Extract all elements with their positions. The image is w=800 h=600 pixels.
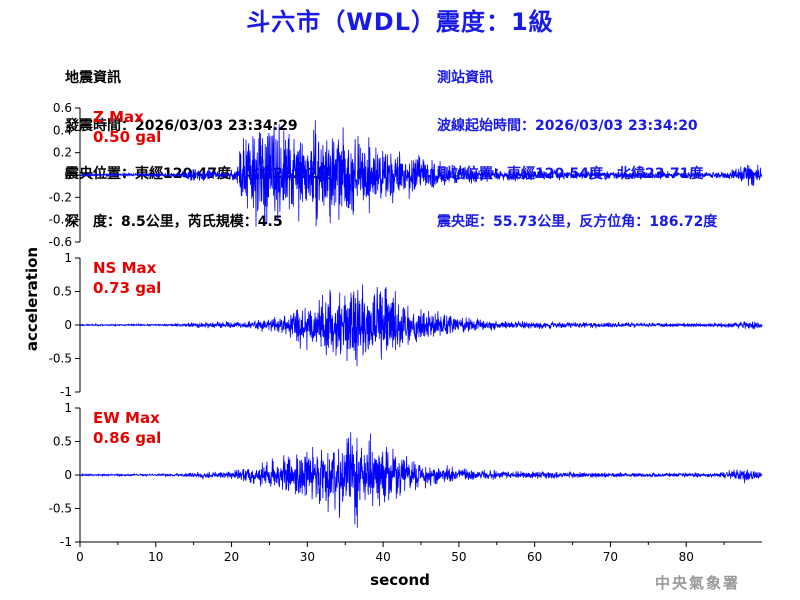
x-tick-label: 40: [375, 550, 390, 564]
ns-y-tick-label: -1: [60, 385, 72, 399]
x-tick-label: 0: [76, 550, 84, 564]
z-y-tick-label: 0.4: [53, 123, 72, 137]
y-axis-label: acceleration: [23, 246, 41, 352]
ns-max-label: NS Max: [93, 259, 157, 277]
ew-y-tick-label: -0.5: [49, 502, 72, 516]
ns-max-annotation: NS Max 0.73 gal: [93, 258, 161, 298]
ns-y-tick-label: 0.5: [53, 285, 72, 299]
z-waveform-line: [79, 120, 763, 227]
x-axis-label: second: [370, 571, 430, 589]
depth-magnitude: 深 度：8.5公里，芮氏規模：4.5: [65, 214, 283, 230]
x-tick-label: 20: [224, 550, 239, 564]
chart-title: 斗六市（WDL）震度：1級: [246, 8, 554, 36]
x-tick-label: 60: [527, 550, 542, 564]
station-info-heading: 測站資訊: [437, 70, 493, 86]
epicentral-distance: 震央距：55.73公里，反方位角：186.72度: [437, 214, 718, 230]
z-y-tick-label: -0.6: [49, 235, 72, 249]
x-tick-label: 10: [148, 550, 163, 564]
z-y-tick-label: -0.4: [49, 213, 72, 227]
z-max-label: Z Max: [93, 108, 144, 126]
x-tick-label: 30: [300, 550, 315, 564]
z-max-value: 0.50 gal: [93, 128, 162, 146]
z-y-tick-label: 0.6: [53, 101, 72, 115]
z-y-tick-label: 0: [64, 168, 72, 182]
x-tick-label: 70: [603, 550, 618, 564]
ew-y-tick-label: 1: [64, 401, 72, 415]
ew-y-tick-label: -1: [60, 535, 72, 549]
quake-info-heading: 地震資訊: [65, 70, 121, 86]
ew-y-tick-label: 0: [64, 468, 72, 482]
origin-time: 發震時間：2026/03/03 23:34:29: [65, 118, 298, 134]
ns-waveform-line: [79, 284, 763, 367]
z-max-annotation: Z Max 0.50 gal: [93, 107, 161, 147]
z-y-tick-label: -0.2: [49, 190, 72, 204]
ew-max-value: 0.86 gal: [93, 429, 162, 447]
ns-max-value: 0.73 gal: [93, 279, 162, 297]
ew-waveform-line: [79, 432, 763, 528]
ns-y-tick-label: 1: [64, 251, 72, 265]
x-tick-label: 80: [679, 550, 694, 564]
ns-y-tick-label: 0: [64, 318, 72, 332]
z-y-tick-label: 0.2: [53, 146, 72, 160]
ew-y-tick-label: 0.5: [53, 435, 72, 449]
agency-logo-text: 中央氣象署: [655, 574, 741, 592]
ns-y-tick-label: -0.5: [49, 352, 72, 366]
ew-max-annotation: EW Max 0.86 gal: [93, 408, 161, 448]
x-tick-label: 50: [451, 550, 466, 564]
wave-start-time: 波線起始時間：2026/03/03 23:34:20: [437, 118, 698, 134]
ew-max-label: EW Max: [93, 409, 160, 427]
